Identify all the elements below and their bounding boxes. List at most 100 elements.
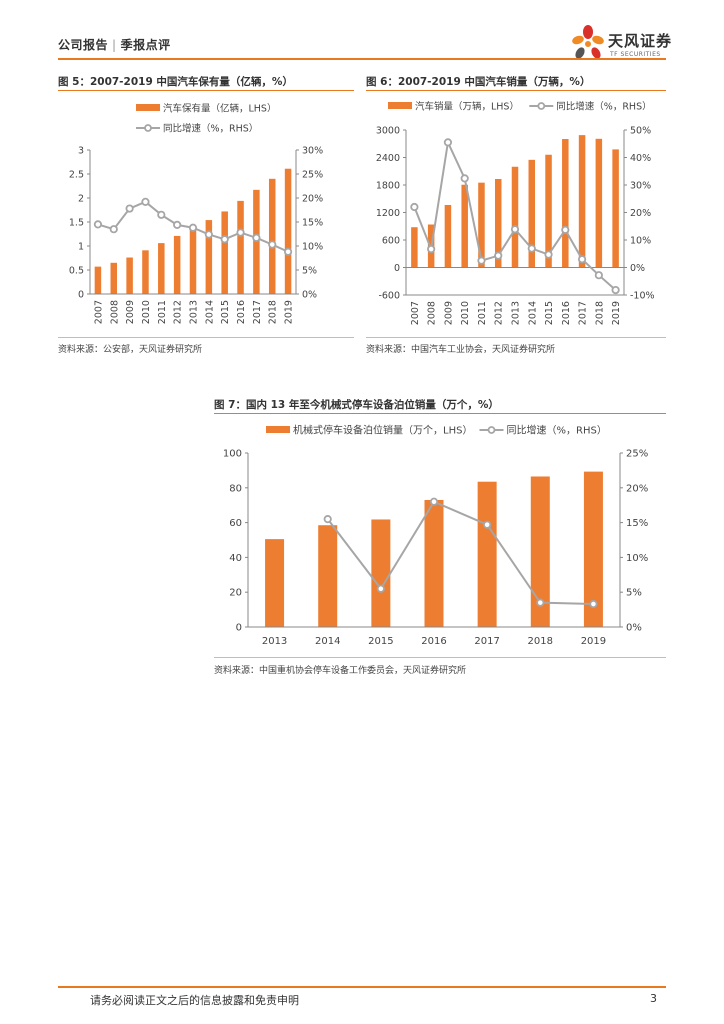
growth-point <box>109 225 118 234</box>
report-header: 公司报告 | 季报点评 <box>58 36 171 53</box>
bar <box>511 166 519 268</box>
legend-bar-label: 汽车销量（万辆，LHS） <box>415 101 519 113</box>
growth-point <box>173 220 182 229</box>
growth-point <box>527 244 536 253</box>
left-axis-tick-label: -600 <box>378 291 400 302</box>
left-axis-tick-label: 1.5 <box>69 218 84 229</box>
growth-point <box>494 251 503 260</box>
right-axis-tick-label: 20% <box>630 208 651 219</box>
growth-point <box>544 250 553 259</box>
bar <box>371 519 391 627</box>
x-axis-tick-label: 2018 <box>268 300 279 324</box>
bar <box>265 539 285 627</box>
left-axis-tick-label: 0 <box>394 263 400 274</box>
x-axis-tick-label: 2009 <box>125 300 136 324</box>
x-axis-tick-label: 2018 <box>528 636 553 647</box>
x-axis-tick-label: 2013 <box>262 636 287 647</box>
figure-6-source: 资料来源：中国汽车工业协会，天风证券研究所 <box>366 345 556 355</box>
growth-point <box>483 520 492 529</box>
growth-point <box>561 225 570 234</box>
x-axis-tick-label: 2016 <box>236 300 247 324</box>
bar <box>477 481 497 627</box>
x-axis-tick-label: 2019 <box>581 636 606 647</box>
brand-name: 天风证券 <box>608 32 673 50</box>
flower-logo-icon <box>572 25 604 59</box>
bar <box>268 178 276 294</box>
figure-7-bottom-rule <box>214 657 666 658</box>
bar <box>612 149 619 268</box>
growth-point <box>376 584 385 593</box>
x-axis-tick-label: 2013 <box>511 301 522 325</box>
left-axis-tick-label: 1 <box>78 242 84 253</box>
x-axis-tick-label: 2011 <box>477 301 488 325</box>
x-axis-tick-label: 2011 <box>157 300 168 324</box>
x-axis-tick-label: 2009 <box>443 301 454 325</box>
right-axis-tick-label: 30% <box>302 146 323 157</box>
figure-6-top-rule <box>366 90 666 91</box>
left-axis-tick-label: 2.5 <box>69 170 84 181</box>
left-axis-tick-label: 0.5 <box>69 266 84 277</box>
right-axis-tick-label: 20% <box>302 194 323 205</box>
x-axis-tick-label: 2016 <box>561 301 572 325</box>
left-axis-tick-label: 100 <box>223 449 242 460</box>
figure-7-chart: 机械式停车设备泊位销量（万个，LHS） 同比增速（%，RHS） 0 20 40 60 80 1… <box>223 424 648 648</box>
figure-6-bottom-rule <box>366 337 666 338</box>
x-axis-tick-label: 2014 <box>315 636 340 647</box>
legend-line-label: 同比增速（%，RHS） <box>556 101 651 113</box>
x-axis-tick-label: 2010 <box>460 301 471 325</box>
bar <box>494 178 502 268</box>
x-axis-tick-label: 2013 <box>189 300 200 324</box>
bar <box>110 262 118 294</box>
legend-bar-swatch <box>388 102 412 109</box>
growth-point <box>536 598 545 607</box>
bar <box>545 154 552 268</box>
right-axis-tick-label: 0% <box>626 623 642 634</box>
x-axis-tick-label: 2016 <box>421 636 446 647</box>
growth-point <box>477 256 486 265</box>
brand-subtitle: TF SECURITIES <box>610 51 661 58</box>
figure-6-chart: 汽车销量（万辆，LHS） 同比增速（%，RHS） -600 0 600 1200 1800 2… <box>376 101 655 326</box>
left-axis-tick-label: 1200 <box>376 208 400 219</box>
x-axis-tick-label: 2014 <box>204 300 215 324</box>
growth-point <box>220 235 229 244</box>
figure-7-title: 图 7：国内 13 年至今机械式停车设备泊位销量（万个，%） <box>214 399 499 411</box>
x-axis-tick-label: 2019 <box>611 301 622 325</box>
bar <box>461 184 468 268</box>
legend-bar-label: 机械式停车设备泊位销量（万个，LHS） <box>293 424 472 437</box>
x-axis-tick-label: 2012 <box>494 301 505 325</box>
figure-5-title: 图 5：2007-2019 中国汽车保有量（亿辆，%） <box>58 76 293 88</box>
bar <box>189 228 197 294</box>
left-axis-tick-label: 80 <box>229 483 242 494</box>
legend-line-marker <box>487 426 496 434</box>
growth-point <box>429 497 439 506</box>
growth-point <box>157 210 166 219</box>
legend-bar-swatch <box>266 426 290 433</box>
footer-disclaimer: 请务必阅读正文之后的信息披露和免责申明 <box>90 994 299 1007</box>
bar <box>578 135 586 268</box>
page-number: 3 <box>650 992 657 1005</box>
bar <box>528 159 536 268</box>
bar <box>142 250 149 294</box>
report-category: 季报点评 <box>120 38 171 52</box>
bar <box>444 204 452 268</box>
x-axis-tick-label: 2019 <box>284 300 295 324</box>
right-axis-tick-label: 40% <box>630 153 651 164</box>
right-axis-tick-label: -10% <box>630 291 655 302</box>
x-axis-tick-label: 2017 <box>578 301 589 325</box>
x-axis-tick-label: 2017 <box>252 300 263 324</box>
bar <box>205 220 213 294</box>
right-axis-tick-label: 25% <box>302 170 323 181</box>
right-axis-tick-label: 5% <box>302 266 317 277</box>
x-axis-tick-label: 2015 <box>544 301 555 325</box>
left-axis-tick-label: 2 <box>78 194 84 205</box>
figure-5-chart: 汽车保有量（亿辆，LHS）同比增速（%，RHS）00.511.522.530%5… <box>69 103 323 325</box>
bar <box>158 243 165 294</box>
figure-7-source: 资料来源：中国重机协会停车设备工作委员会，天风证券研究所 <box>214 666 467 676</box>
legend-line-label: 同比增速（%，RHS） <box>163 123 258 135</box>
header-divider <box>58 58 666 60</box>
right-axis-tick-label: 5% <box>626 588 642 599</box>
right-axis-tick-label: 0% <box>302 290 317 301</box>
growth-point <box>93 220 103 229</box>
growth-line <box>326 500 594 606</box>
legend-line-marker <box>537 102 546 110</box>
